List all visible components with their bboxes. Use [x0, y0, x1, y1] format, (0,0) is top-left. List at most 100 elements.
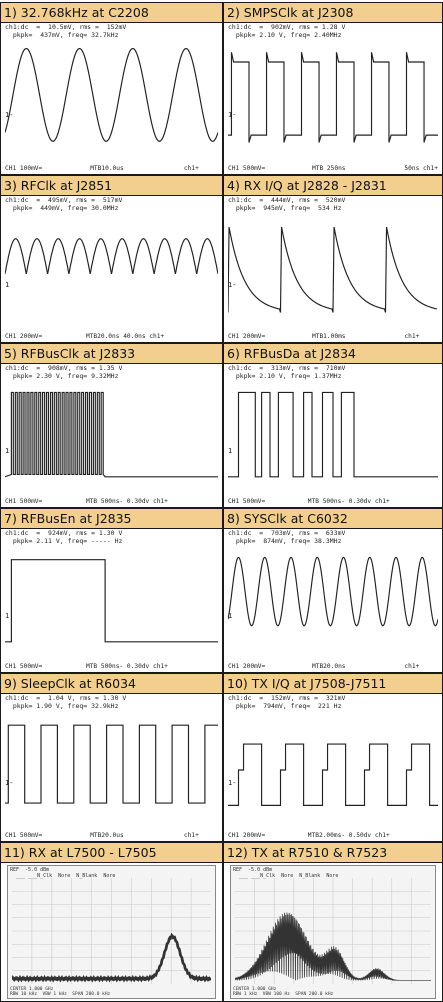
panel-title: 1) 32.768kHz at C2208 [1, 3, 222, 23]
scope-display: ch1:dc = 908mV, rms = 1.35 V pkpk= 2.30 … [5, 364, 218, 505]
spectrum-display: REF -5.0 dBm ___ ___N_Clk Nore N_Blank N… [7, 865, 216, 999]
channel-marker: 1- [228, 110, 237, 119]
waveform-trace [228, 391, 438, 478]
waveform-trace [228, 226, 438, 313]
panel-title: 4) RX I/Q at J2828 - J2831 [224, 176, 442, 196]
scope-footer: CH1 100mV= MTB10.0us ch1+ [5, 163, 218, 172]
waveform-plot: 1 [228, 546, 438, 660]
spectrum-plot [235, 878, 431, 984]
footer-setting: CH1 500mV= [5, 832, 43, 839]
waveform-panel: 10) TX I/Q at J7508-J7511 ch1:dc = 152mV,… [223, 673, 443, 842]
footer-setting: MTB 250ns [312, 165, 346, 172]
footer-setting: CH1 500mV= [5, 498, 43, 505]
measurement-readout: ch1:dc = 444mV, rms = 520mV pkpk= 945mV,… [228, 196, 346, 212]
footer-setting: CH1 500mV= [228, 165, 266, 172]
scope-footer: CH1 500mV= MTB 500ns- 0.30dv ch1+ [5, 661, 218, 670]
scope-display: ch1:dc = 703mV, rms = 633mV pkpk= 874mV,… [228, 529, 438, 670]
waveform-plot: 1- [228, 711, 438, 829]
footer-setting: CH1 200mV= [5, 333, 43, 340]
panel-title: 12) TX at R7510 & R7523 [224, 843, 442, 863]
footer-setting: ch1+ [183, 832, 199, 839]
spectrum-trace [12, 932, 211, 983]
channel-marker: 1- [5, 110, 14, 119]
channel-marker: 1 [228, 612, 233, 621]
waveform-plot: 1 [228, 381, 438, 495]
panel-title: 5) RFBusClk at J2833 [1, 344, 222, 364]
measurement-readout: ch1:dc = 703mV, rms = 633mV pkpk= 874mV,… [228, 529, 346, 545]
panel-title: 8) SYSClk at C6032 [224, 509, 442, 529]
scope-display: ch1:dc = 10.5mV, rms = 152mV pkpk= 437mV… [5, 23, 218, 172]
waveform-plot: 1- [228, 213, 438, 330]
scope-footer: CH1 500mV= MTB 250ns 50ns ch1+ [228, 163, 438, 172]
measurement-readout: ch1:dc = 1.04 V, rms = 1.30 V pkpk= 1.90… [5, 694, 127, 710]
waveform-trace [5, 238, 218, 274]
scope-footer: CH1 200mV= MTB20.0ns 40.0ns ch1+ [5, 331, 218, 340]
footer-setting: MTB2.00ms- 0.50dv ch1+ [307, 832, 390, 839]
scope-footer: CH1 200mV= MTB1.00ms ch1+ [228, 331, 438, 340]
channel-marker: 1 [228, 447, 233, 456]
channel-marker: 1 [5, 280, 10, 289]
measurement-readout: ch1:dc = 924mV, rms = 1.30 V pkpk= 2.11 … [5, 529, 123, 545]
waveform-trace [5, 47, 218, 142]
panel-title: 3) RFClk at J2851 [1, 176, 222, 196]
waveform-plot: 1- [5, 40, 218, 162]
footer-setting: CH1 200mV= [228, 663, 266, 670]
footer-setting: CH1 100mV= [5, 165, 43, 172]
spectrum-footer: CENTER 1.000 GHz RBW 1 kHz VBW 100 Hz SP… [233, 987, 334, 997]
waveform-plot: 1 [5, 546, 218, 660]
channel-marker: 1- [228, 779, 237, 788]
waveform-trace [5, 724, 218, 804]
waveform-panel: 12) TX at R7510 & R7523 REF -5.0 dBm ___ … [223, 842, 443, 1002]
waveform-panel: 8) SYSClk at C6032 ch1:dc = 703mV, rms = … [223, 508, 443, 673]
measurement-readout: ch1:dc = 10.5mV, rms = 152mV pkpk= 437mV… [5, 23, 127, 39]
channel-marker: 1- [228, 280, 237, 289]
measurement-readout: ch1:dc = 908mV, rms = 1.35 V pkpk= 2.30 … [5, 364, 123, 380]
spectrum-header: REF -5.0 dBm ___ ___N_Clk Nore N_Blank N… [233, 867, 339, 879]
footer-setting: 50ns ch1+ [404, 165, 438, 172]
waveform-trace [228, 743, 438, 806]
scope-display: ch1:dc = 924mV, rms = 1.30 V pkpk= 2.11 … [5, 529, 218, 670]
scope-display: ch1:dc = 444mV, rms = 520mV pkpk= 945mV,… [228, 196, 438, 340]
panel-title: 10) TX I/Q at J7508-J7511 [224, 674, 442, 694]
waveform-plot: 1 [5, 213, 218, 330]
panel-title: 7) RFBusEn at J2835 [1, 509, 222, 529]
footer-setting: ch1+ [404, 333, 420, 340]
waveform-plot: 1- [5, 711, 218, 829]
spectrum-trace [235, 912, 431, 982]
footer-setting: CH1 500mV= [228, 498, 266, 505]
measurement-readout: ch1:dc = 902mV, rms = 1.28 V pkpk= 2.10 … [228, 23, 346, 39]
waveform-panel: 2) SMPSClk at J2308 ch1:dc = 902mV, rms =… [223, 2, 443, 175]
panel-title: 6) RFBusDa at J2834 [224, 344, 442, 364]
waveform-panel: 6) RFBusDa at J2834 ch1:dc = 313mV, rms =… [223, 343, 443, 508]
footer-setting: MTB10.0us [90, 165, 124, 172]
waveform-panel: 4) RX I/Q at J2828 - J2831 ch1:dc = 444mV… [223, 175, 443, 343]
footer-setting: MTB20.0ns [312, 663, 346, 670]
waveform-trace [5, 559, 218, 643]
channel-marker: 1- [5, 779, 14, 788]
panel-title: 11) RX at L7500 - L7505 [1, 843, 222, 863]
spectrum-footer: CENTER 1.000 GHz RBW 10 kHz VBW 1 kHz SP… [10, 987, 111, 997]
waveform-trace [228, 52, 438, 143]
footer-setting: ch1+ [404, 663, 420, 670]
footer-setting: MTB20.0ns 40.0ns ch1+ [85, 333, 165, 340]
scope-display: ch1:dc = 902mV, rms = 1.28 V pkpk= 2.10 … [228, 23, 438, 172]
spectrum-display: REF -5.0 dBm ___ ___N_Clk Nore N_Blank N… [230, 865, 436, 999]
measurement-readout: ch1:dc = 313mV, rms = 710mV pkpk= 2.10 V… [228, 364, 346, 380]
scope-footer: CH1 200mV= MTB20.0ns ch1+ [228, 661, 438, 670]
waveform-panel: 7) RFBusEn at J2835 ch1:dc = 924mV, rms =… [0, 508, 223, 673]
scope-footer: CH1 500mV= MTB20.0us ch1+ [5, 830, 218, 839]
waveform-plot: 1 [5, 381, 218, 495]
channel-marker: 1 [5, 447, 10, 456]
scope-display: ch1:dc = 152mV, rms = 321mV pkpk= 794mV,… [228, 694, 438, 839]
footer-setting: MTB1.00ms [312, 333, 346, 340]
channel-marker: 1 [5, 612, 10, 621]
footer-setting: MTB 500ns- 0.30dv ch1+ [307, 498, 390, 505]
waveform-panel: 9) SleepClk at R6034 ch1:dc = 1.04 V, rms… [0, 673, 223, 842]
waveform-panel: 5) RFBusClk at J2833 ch1:dc = 908mV, rms … [0, 343, 223, 508]
scope-footer: CH1 200mV= MTB2.00ms- 0.50dv ch1+ [228, 830, 438, 839]
spectrum-plot [12, 878, 211, 984]
measurement-readout: ch1:dc = 495mV, rms = 517mV pkpk= 449mV,… [5, 196, 123, 212]
footer-setting: MTB20.0us [90, 832, 124, 839]
scope-footer: CH1 500mV= MTB 500ns- 0.30dv ch1+ [228, 496, 438, 505]
